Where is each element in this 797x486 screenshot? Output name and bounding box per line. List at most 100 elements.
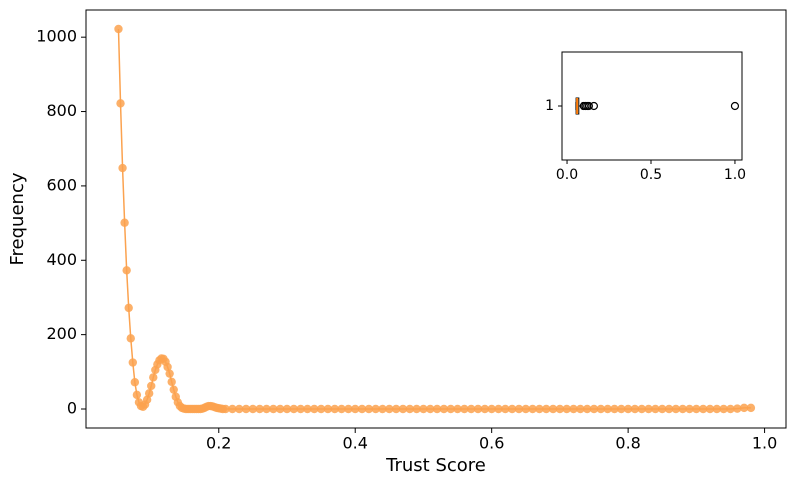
x-tick-label: 1.0: [724, 167, 746, 183]
marker: [241, 404, 251, 414]
flier: [730, 101, 740, 111]
marker: [453, 404, 462, 414]
marker: [507, 404, 517, 414]
marker: [412, 404, 421, 414]
marker: [528, 404, 537, 414]
marker: [169, 385, 178, 394]
marker: [562, 404, 571, 414]
marker: [582, 404, 592, 414]
marker: [330, 404, 339, 414]
marker: [480, 404, 490, 414]
marker: [446, 404, 455, 414]
marker: [228, 404, 237, 414]
marker: [262, 404, 271, 414]
marker: [746, 403, 756, 413]
marker: [651, 404, 660, 414]
marker: [439, 404, 449, 414]
x-tick-label: 0.2: [206, 434, 231, 453]
marker: [664, 404, 674, 414]
marker: [535, 404, 544, 414]
marker: [685, 404, 694, 414]
plot-frame: [85, 9, 787, 429]
marker: [357, 404, 367, 414]
marker: [692, 404, 701, 414]
marker: [473, 404, 483, 414]
marker: [501, 404, 510, 414]
marker: [248, 404, 258, 414]
marker: [385, 404, 394, 414]
marker: [323, 404, 333, 414]
marker: [542, 404, 551, 414]
marker: [487, 404, 496, 414]
marker: [124, 303, 133, 313]
marker: [391, 404, 401, 414]
marker: [144, 389, 154, 398]
marker: [678, 404, 687, 414]
marker: [705, 404, 715, 414]
marker: [589, 404, 599, 414]
marker: [658, 404, 667, 414]
y-tick-label: 1: [545, 98, 554, 114]
marker: [221, 404, 230, 414]
y-tick-label: 600: [46, 175, 77, 194]
marker: [132, 390, 142, 400]
marker: [337, 404, 346, 414]
marker: [426, 404, 435, 414]
marker: [255, 404, 264, 414]
marker: [371, 404, 380, 414]
marker: [644, 404, 653, 414]
marker: [149, 373, 158, 382]
marker: [419, 404, 428, 414]
marker: [364, 404, 374, 414]
marker: [296, 404, 305, 414]
marker: [521, 404, 530, 414]
x-tick-label: 0.6: [479, 434, 504, 453]
marker: [623, 404, 633, 414]
marker: [167, 377, 176, 387]
marker: [128, 358, 138, 367]
marker: [719, 404, 728, 414]
marker: [310, 404, 319, 414]
marker: [576, 404, 585, 414]
y-tick-label: 400: [46, 250, 77, 269]
x-axis-label: Trust Score: [385, 455, 486, 476]
marker: [671, 404, 681, 414]
marker: [712, 404, 722, 414]
marker: [316, 404, 326, 414]
marker: [344, 404, 353, 414]
marker: [555, 404, 565, 414]
inset-frame: [561, 51, 743, 161]
marker: [142, 395, 152, 404]
marker: [398, 404, 408, 414]
marker: [514, 404, 524, 414]
marker: [739, 403, 749, 413]
marker: [726, 404, 735, 414]
marker: [235, 404, 244, 414]
marker: [122, 266, 131, 275]
marker: [596, 404, 606, 414]
flier: [584, 101, 593, 111]
marker: [630, 404, 640, 414]
marker: [548, 404, 558, 414]
x-tick-label: 1.0: [752, 434, 777, 453]
marker: [405, 404, 415, 414]
y-tick-label: 1000: [36, 27, 77, 46]
marker: [147, 381, 156, 391]
marker: [165, 369, 174, 378]
marker: [351, 404, 360, 414]
marker: [269, 404, 278, 414]
flier: [589, 101, 599, 111]
marker: [275, 404, 285, 414]
marker: [282, 404, 292, 414]
marker: [637, 404, 646, 414]
y-axis-label: Frequency: [7, 172, 28, 265]
marker: [460, 404, 469, 414]
marker: [114, 24, 123, 34]
x-tick-label: 0.4: [342, 434, 367, 453]
marker: [733, 404, 742, 413]
y-tick-label: 0: [67, 399, 77, 418]
y-tick-label: 800: [46, 101, 77, 120]
x-tick-label: 0.8: [615, 434, 640, 453]
marker: [120, 218, 129, 227]
